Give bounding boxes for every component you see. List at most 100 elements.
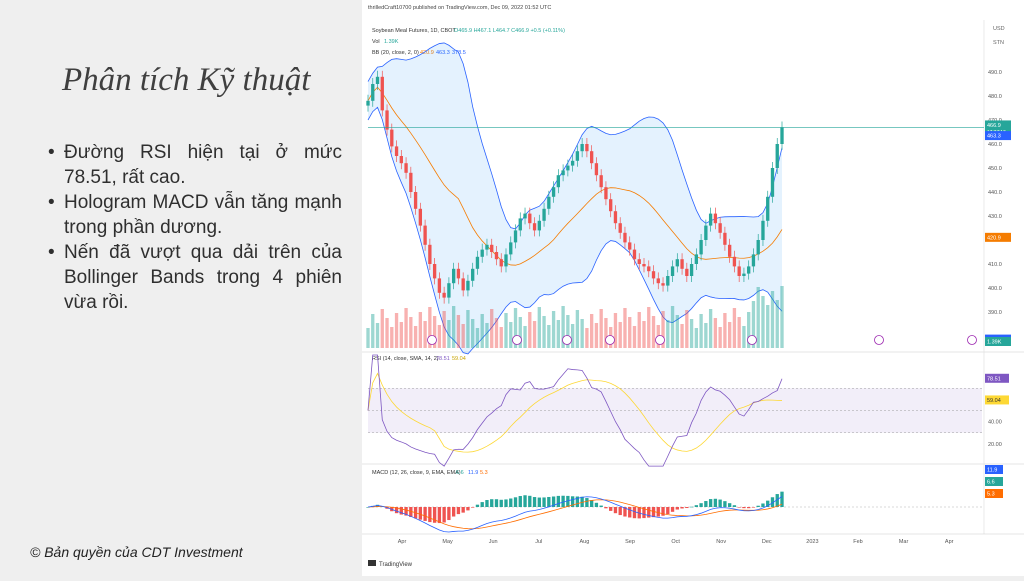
bb-label: BB (20, close, 2, 0) [372,50,419,56]
macd-histogram-bar [675,507,679,510]
tradingview-footer: TradingView [379,562,413,568]
volume-bar [432,316,437,348]
price-badge-label: 463.3 [987,134,1001,140]
candle-body [656,278,660,284]
volume-bar [713,318,718,348]
macd-histogram-bar [532,497,537,507]
volume-bar [770,291,775,348]
candle-body [366,100,370,106]
volume-bar [561,306,565,348]
x-tick-label: Jun [489,539,498,545]
volume-bar [727,322,732,348]
macd-histogram-bar [509,498,513,507]
macd-histogram-bar [437,507,442,524]
bollinger-lower-line [367,106,783,355]
candle-body [409,172,413,192]
volume-bar [513,308,518,348]
volume-bar [689,319,694,348]
candle-body [666,276,670,286]
volume-bar [528,312,532,348]
macd-histogram-bar [447,507,451,521]
volume-bar [632,326,637,348]
volume-bar [613,313,618,348]
volume-bar [532,321,537,348]
volume-bar [547,325,551,348]
macd-histogram-bar [375,504,380,507]
volume-bar [542,316,546,348]
macd-badge [985,465,1003,474]
candle-body [770,168,775,197]
volume-bar [766,305,770,348]
macd-histogram-bar [670,507,675,512]
macd-hist-value: 6.6 [456,470,464,476]
candle-body [675,259,679,267]
rsi-badge [985,395,1009,405]
candle-body [694,254,699,264]
volume-bar [742,326,746,348]
volume-bar [651,316,656,348]
candle-body [723,232,727,245]
volume-bar [718,327,722,348]
volume-bar [585,328,589,348]
candle-body [494,252,499,260]
price-badge-label: 1.39K [987,340,1002,346]
volume-bar [480,314,484,348]
macd-histogram-bar [609,507,613,511]
volume-bar [661,311,665,348]
price-tick-label: 490.0 [988,70,1002,76]
volume-bar [447,320,451,348]
candle-body [618,223,622,233]
macd-histogram-bar [561,495,565,507]
candle-body [642,264,646,267]
candle-body [651,271,656,279]
macd-histogram-bar [566,495,570,507]
event-marker-icon [874,335,884,345]
volume-bar [375,323,380,348]
candle-body [428,244,432,264]
candle-body [404,163,408,173]
candle-body [547,196,551,209]
bullet-dot-icon: • [48,142,55,163]
macd-histogram-bar [775,494,779,507]
candle-body [385,110,389,130]
volume-bar [423,321,427,348]
candle-body [604,187,608,200]
candle-body [751,254,756,267]
volume-bar [390,327,394,348]
candle-body [532,223,537,231]
macd-histogram-bar [423,507,427,521]
candle-body [689,264,694,276]
macd-histogram-bar [599,505,603,507]
macd-histogram-bar [471,507,475,508]
macd-histogram-bar [727,503,732,507]
macd-histogram-bar [418,507,423,520]
volume-bar [461,324,465,348]
candle-body [570,160,575,166]
candle-body [556,175,561,188]
copyright-text: © Bản quyền của CDT Investment [30,544,243,560]
currency-label: USD [993,26,1005,32]
macd-histogram-bar [761,503,765,507]
macd-histogram-bar [642,507,646,519]
macd-histogram-bar [547,496,551,507]
macd-badge-label: 11.9 [987,468,997,474]
macd-histogram-bar [594,502,599,507]
volume-bar [756,287,760,348]
volume-bar [490,309,494,348]
candle-body [708,213,713,226]
candle-body [580,144,584,152]
candle-body [585,144,589,152]
candle-body [475,256,480,269]
macd-histogram-bar [747,507,751,509]
bullet-list: • Đường RSI hiện tại ở mức 78.51, rất cao… [48,140,342,315]
x-tick-label: Jul [535,539,542,545]
macd-histogram-bar [656,507,660,517]
volume-bar [575,310,580,348]
event-marker-icon [562,335,572,345]
volume-bar [494,318,499,348]
macd-histogram-bar [451,507,456,517]
candle-body [609,199,613,212]
bullet-dot-icon: • [48,242,55,263]
bullet-item: • Hologram MACD vẫn tăng mạnh trong phần … [48,190,342,240]
candle-body [699,240,703,255]
